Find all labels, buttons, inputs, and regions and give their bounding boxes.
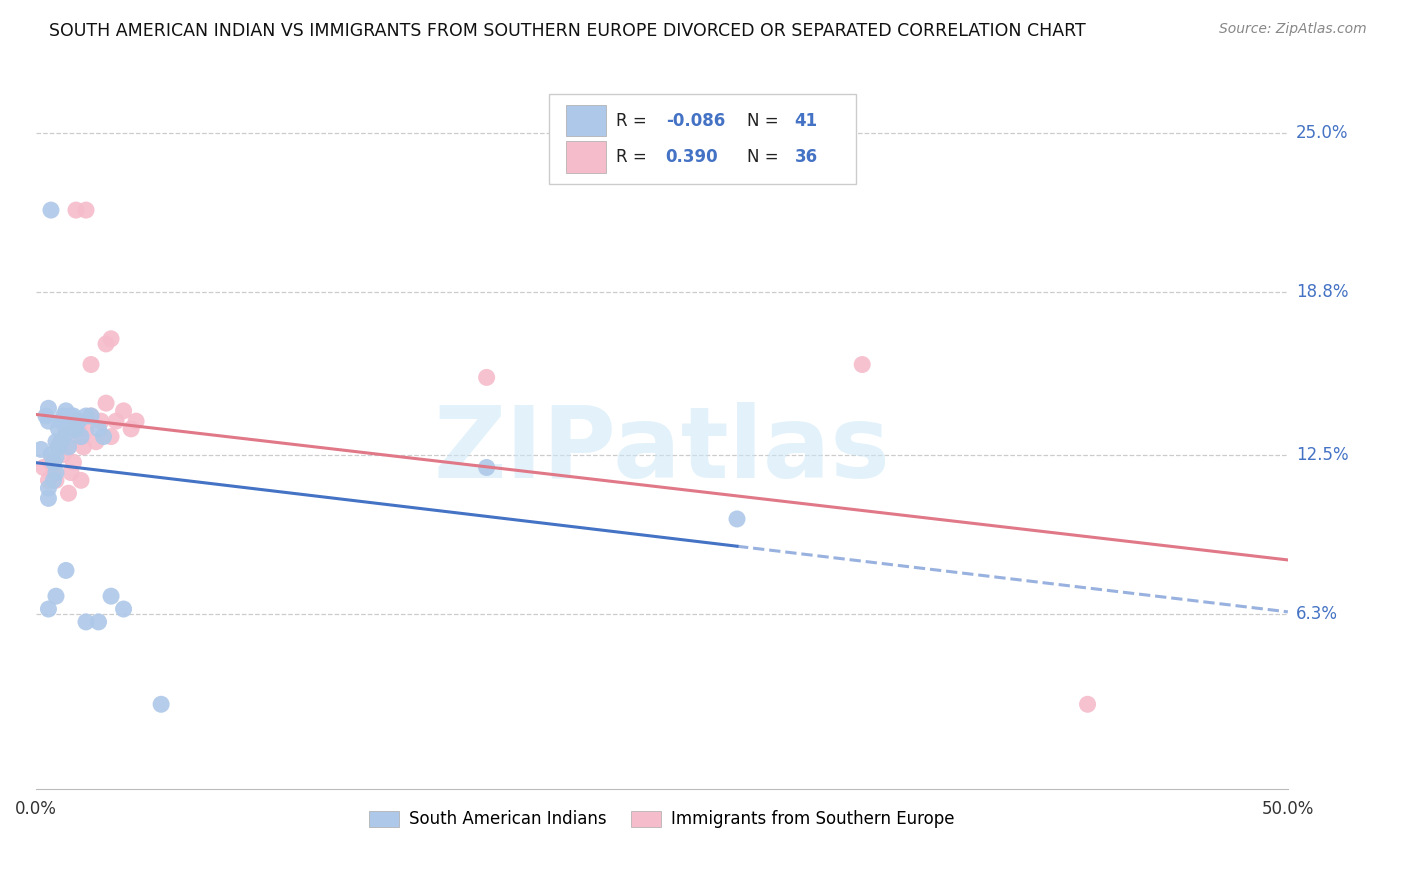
Text: 36: 36 bbox=[794, 148, 818, 166]
Point bbox=[90, 414, 112, 428]
Point bbox=[37, 414, 59, 428]
Point bbox=[62, 455, 84, 469]
Point bbox=[37, 481, 59, 495]
Point bbox=[725, 512, 748, 526]
Point bbox=[37, 602, 59, 616]
Point bbox=[59, 409, 82, 423]
Point bbox=[125, 414, 148, 428]
Point bbox=[45, 589, 67, 603]
Point bbox=[67, 414, 90, 428]
Point bbox=[105, 414, 128, 428]
Point bbox=[30, 442, 52, 457]
Point bbox=[94, 337, 117, 351]
Point bbox=[58, 440, 80, 454]
Point bbox=[94, 396, 117, 410]
Point bbox=[58, 486, 80, 500]
Point bbox=[48, 422, 70, 436]
Point bbox=[87, 615, 110, 629]
Point bbox=[100, 429, 122, 443]
Point bbox=[65, 422, 87, 436]
Point bbox=[49, 434, 72, 449]
Point bbox=[70, 429, 93, 443]
Text: 6.3%: 6.3% bbox=[1296, 605, 1339, 624]
Point bbox=[112, 404, 135, 418]
Point bbox=[55, 564, 77, 578]
Point bbox=[150, 698, 173, 712]
Point bbox=[72, 440, 94, 454]
Text: 18.8%: 18.8% bbox=[1296, 284, 1348, 301]
Text: 41: 41 bbox=[794, 112, 818, 129]
Text: N =: N = bbox=[747, 112, 785, 129]
FancyBboxPatch shape bbox=[550, 94, 856, 184]
Point bbox=[39, 448, 62, 462]
Point bbox=[45, 466, 67, 480]
Point bbox=[45, 474, 67, 488]
Legend: South American Indians, Immigrants from Southern Europe: South American Indians, Immigrants from … bbox=[363, 804, 962, 835]
Text: 25.0%: 25.0% bbox=[1296, 124, 1348, 142]
Point bbox=[49, 434, 72, 449]
Point bbox=[75, 409, 97, 423]
Point bbox=[58, 422, 80, 436]
Point bbox=[80, 358, 103, 372]
Text: SOUTH AMERICAN INDIAN VS IMMIGRANTS FROM SOUTHERN EUROPE DIVORCED OR SEPARATED C: SOUTH AMERICAN INDIAN VS IMMIGRANTS FROM… bbox=[49, 22, 1085, 40]
Point bbox=[475, 370, 498, 384]
Point bbox=[37, 474, 59, 488]
Point bbox=[37, 491, 59, 506]
Point bbox=[62, 409, 84, 423]
Point bbox=[49, 414, 72, 428]
Point bbox=[42, 455, 65, 469]
Point bbox=[120, 422, 142, 436]
Point bbox=[52, 448, 75, 462]
Point bbox=[67, 422, 90, 436]
Point bbox=[851, 358, 873, 372]
Text: R =: R = bbox=[616, 148, 657, 166]
Point bbox=[55, 427, 77, 442]
Text: N =: N = bbox=[747, 148, 785, 166]
Text: 12.5%: 12.5% bbox=[1296, 446, 1348, 464]
Point bbox=[84, 434, 107, 449]
Point bbox=[45, 434, 67, 449]
Point bbox=[100, 589, 122, 603]
Point bbox=[52, 409, 75, 423]
Point bbox=[42, 474, 65, 488]
Point bbox=[70, 474, 93, 488]
Point bbox=[65, 203, 87, 218]
Point bbox=[70, 429, 93, 443]
Point bbox=[39, 203, 62, 218]
Point bbox=[75, 615, 97, 629]
Point bbox=[59, 466, 82, 480]
Point bbox=[48, 440, 70, 454]
Point bbox=[35, 409, 58, 423]
Point bbox=[100, 332, 122, 346]
Point bbox=[55, 404, 77, 418]
Text: -0.086: -0.086 bbox=[665, 112, 725, 129]
Point bbox=[75, 203, 97, 218]
Text: R =: R = bbox=[616, 112, 651, 129]
Point bbox=[93, 429, 115, 443]
Point bbox=[39, 455, 62, 469]
Text: 0.390: 0.390 bbox=[665, 148, 718, 166]
Point bbox=[58, 440, 80, 454]
Point bbox=[475, 460, 498, 475]
FancyBboxPatch shape bbox=[565, 104, 606, 136]
Point bbox=[32, 460, 55, 475]
Text: ZIPatlas: ZIPatlas bbox=[433, 402, 890, 499]
Text: Source: ZipAtlas.com: Source: ZipAtlas.com bbox=[1219, 22, 1367, 37]
Point bbox=[1077, 698, 1099, 712]
Point bbox=[65, 414, 87, 428]
Point bbox=[42, 466, 65, 480]
Point bbox=[87, 422, 110, 436]
FancyBboxPatch shape bbox=[565, 141, 606, 173]
Point bbox=[112, 602, 135, 616]
Point bbox=[55, 427, 77, 442]
Point bbox=[37, 401, 59, 416]
Point bbox=[45, 450, 67, 465]
Point bbox=[48, 440, 70, 454]
Point bbox=[80, 409, 103, 423]
Point bbox=[80, 409, 103, 423]
Point bbox=[75, 422, 97, 436]
